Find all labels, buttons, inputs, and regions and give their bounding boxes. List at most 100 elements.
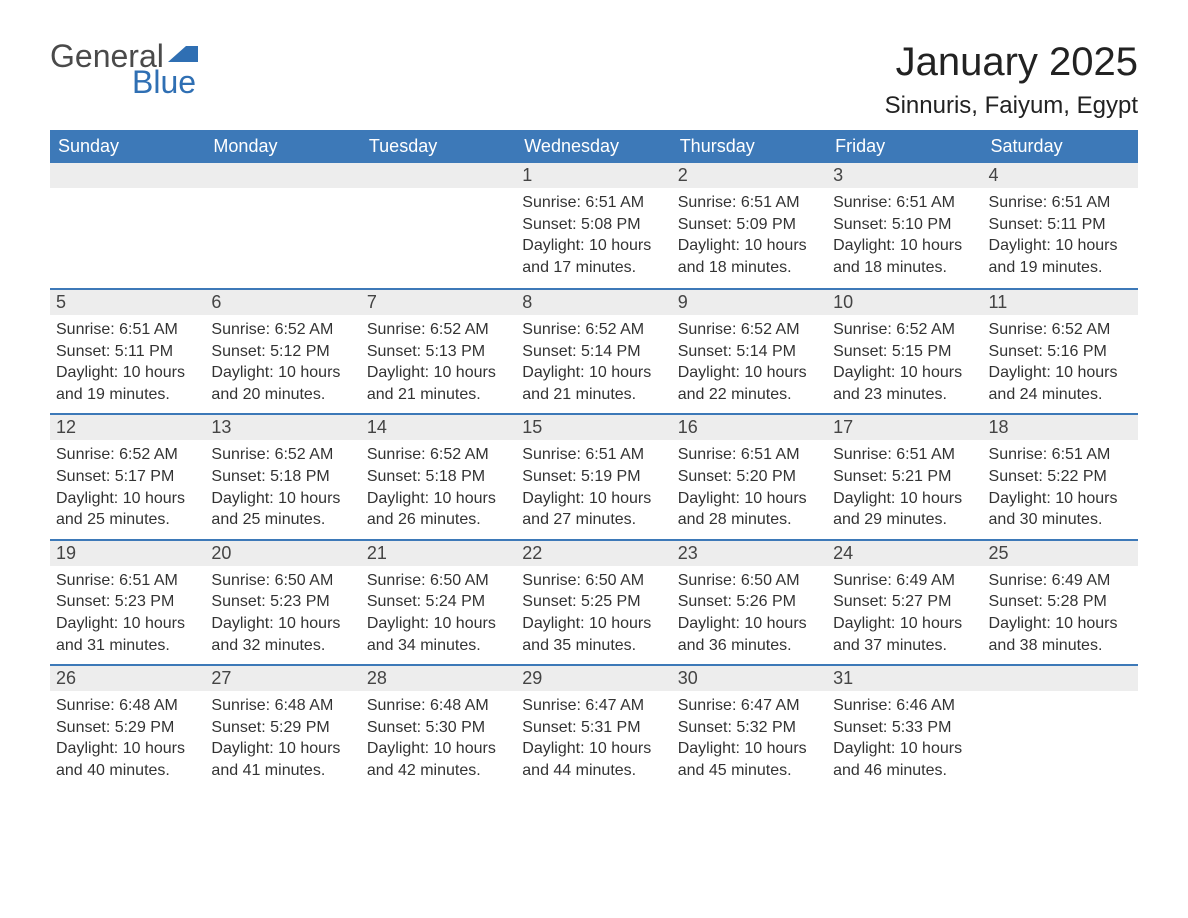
day-body: Sunrise: 6:48 AMSunset: 5:29 PMDaylight:… bbox=[205, 691, 360, 789]
dow-cell: Wednesday bbox=[516, 130, 671, 163]
day-number-bar: 9 bbox=[672, 290, 827, 315]
day-cell: 22Sunrise: 6:50 AMSunset: 5:25 PMDayligh… bbox=[516, 541, 671, 664]
daylight-label: Daylight: bbox=[367, 490, 434, 507]
daylight-line: Daylight: 10 hours and 22 minutes. bbox=[678, 362, 821, 405]
day-number-bar: 24 bbox=[827, 541, 982, 566]
day-cell: 30Sunrise: 6:47 AMSunset: 5:32 PMDayligh… bbox=[672, 666, 827, 789]
sunrise-line: Sunrise: 6:51 AM bbox=[56, 319, 199, 341]
day-number-bar: 21 bbox=[361, 541, 516, 566]
day-body: Sunrise: 6:52 AMSunset: 5:17 PMDaylight:… bbox=[50, 440, 205, 538]
sunset-line: Sunset: 5:18 PM bbox=[211, 466, 354, 488]
sunrise-line: Sunrise: 6:51 AM bbox=[833, 192, 976, 214]
sunrise-label: Sunrise: bbox=[989, 446, 1052, 463]
sunrise-line: Sunrise: 6:46 AM bbox=[833, 695, 976, 717]
sunset-value: 5:33 PM bbox=[892, 719, 952, 736]
day-body: Sunrise: 6:46 AMSunset: 5:33 PMDaylight:… bbox=[827, 691, 982, 789]
daylight-label: Daylight: bbox=[989, 364, 1056, 381]
sunset-line: Sunset: 5:26 PM bbox=[678, 591, 821, 613]
daylight-label: Daylight: bbox=[56, 615, 123, 632]
day-number-bar: 4 bbox=[983, 163, 1138, 188]
day-number-bar: 11 bbox=[983, 290, 1138, 315]
day-number-bar: 19 bbox=[50, 541, 205, 566]
sunset-value: 5:16 PM bbox=[1047, 343, 1107, 360]
daylight-label: Daylight: bbox=[522, 237, 589, 254]
day-cell: 5Sunrise: 6:51 AMSunset: 5:11 PMDaylight… bbox=[50, 290, 205, 413]
sunrise-value: 6:48 AM bbox=[275, 697, 334, 714]
sunset-value: 5:32 PM bbox=[736, 719, 796, 736]
week-row: 26Sunrise: 6:48 AMSunset: 5:29 PMDayligh… bbox=[50, 664, 1138, 789]
sunset-value: 5:25 PM bbox=[581, 593, 641, 610]
day-cell bbox=[50, 163, 205, 288]
day-body: Sunrise: 6:50 AMSunset: 5:24 PMDaylight:… bbox=[361, 566, 516, 664]
day-cell: 29Sunrise: 6:47 AMSunset: 5:31 PMDayligh… bbox=[516, 666, 671, 789]
sunset-label: Sunset: bbox=[833, 719, 892, 736]
calendar: SundayMondayTuesdayWednesdayThursdayFrid… bbox=[50, 130, 1138, 790]
day-cell: 17Sunrise: 6:51 AMSunset: 5:21 PMDayligh… bbox=[827, 415, 982, 538]
day-number-bar: 5 bbox=[50, 290, 205, 315]
daylight-line: Daylight: 10 hours and 21 minutes. bbox=[522, 362, 665, 405]
sunset-line: Sunset: 5:27 PM bbox=[833, 591, 976, 613]
sunrise-line: Sunrise: 6:51 AM bbox=[522, 444, 665, 466]
sunrise-line: Sunrise: 6:51 AM bbox=[989, 192, 1132, 214]
daylight-label: Daylight: bbox=[678, 237, 745, 254]
dow-cell: Sunday bbox=[50, 130, 205, 163]
daylight-line: Daylight: 10 hours and 18 minutes. bbox=[833, 235, 976, 278]
day-number-bar: 22 bbox=[516, 541, 671, 566]
sunrise-label: Sunrise: bbox=[56, 572, 119, 589]
daylight-line: Daylight: 10 hours and 19 minutes. bbox=[989, 235, 1132, 278]
sunset-label: Sunset: bbox=[367, 343, 426, 360]
sunset-line: Sunset: 5:19 PM bbox=[522, 466, 665, 488]
sunset-line: Sunset: 5:15 PM bbox=[833, 341, 976, 363]
daylight-label: Daylight: bbox=[833, 615, 900, 632]
sunset-label: Sunset: bbox=[678, 593, 737, 610]
sunset-label: Sunset: bbox=[678, 343, 737, 360]
sunrise-label: Sunrise: bbox=[833, 446, 896, 463]
dow-cell: Saturday bbox=[983, 130, 1138, 163]
sunset-line: Sunset: 5:29 PM bbox=[56, 717, 199, 739]
day-cell: 4 Sunrise: 6:51 AMSunset: 5:11 PMDaylight… bbox=[983, 163, 1138, 288]
daylight-label: Daylight: bbox=[211, 364, 278, 381]
sunrise-value: 6:47 AM bbox=[741, 697, 800, 714]
day-number-bar: 26 bbox=[50, 666, 205, 691]
daylight-line: Daylight: 10 hours and 29 minutes. bbox=[833, 488, 976, 531]
day-body: Sunrise: 6:52 AMSunset: 5:13 PMDaylight:… bbox=[361, 315, 516, 413]
sunset-label: Sunset: bbox=[522, 593, 581, 610]
sunrise-label: Sunrise: bbox=[211, 446, 274, 463]
sunrise-value: 6:51 AM bbox=[1052, 194, 1111, 211]
sunset-value: 5:21 PM bbox=[892, 468, 952, 485]
day-body: Sunrise: 6:52 AMSunset: 5:12 PMDaylight:… bbox=[205, 315, 360, 413]
day-cell: 23Sunrise: 6:50 AMSunset: 5:26 PMDayligh… bbox=[672, 541, 827, 664]
sunset-line: Sunset: 5:25 PM bbox=[522, 591, 665, 613]
day-body: Sunrise: 6:52 AMSunset: 5:15 PMDaylight:… bbox=[827, 315, 982, 413]
daylight-label: Daylight: bbox=[833, 364, 900, 381]
daylight-line: Daylight: 10 hours and 37 minutes. bbox=[833, 613, 976, 656]
day-cell bbox=[361, 163, 516, 288]
sunset-label: Sunset: bbox=[678, 468, 737, 485]
day-cell: 14Sunrise: 6:52 AMSunset: 5:18 PMDayligh… bbox=[361, 415, 516, 538]
location: Sinnuris, Faiyum, Egypt bbox=[885, 92, 1138, 120]
daylight-label: Daylight: bbox=[833, 490, 900, 507]
sunset-line: Sunset: 5:10 PM bbox=[833, 214, 976, 236]
day-cell: 18Sunrise: 6:51 AMSunset: 5:22 PMDayligh… bbox=[983, 415, 1138, 538]
day-number-bar: 3 bbox=[827, 163, 982, 188]
sunrise-label: Sunrise: bbox=[522, 446, 585, 463]
sunrise-value: 6:50 AM bbox=[275, 572, 334, 589]
sunrise-value: 6:50 AM bbox=[585, 572, 644, 589]
day-body: Sunrise: 6:51 AMSunset: 5:23 PMDaylight:… bbox=[50, 566, 205, 664]
sunset-value: 5:11 PM bbox=[115, 343, 173, 360]
sunset-line: Sunset: 5:24 PM bbox=[367, 591, 510, 613]
sunset-label: Sunset: bbox=[833, 593, 892, 610]
daylight-label: Daylight: bbox=[833, 237, 900, 254]
daylight-line: Daylight: 10 hours and 25 minutes. bbox=[211, 488, 354, 531]
sunset-line: Sunset: 5:14 PM bbox=[678, 341, 821, 363]
sunset-value: 5:26 PM bbox=[736, 593, 796, 610]
day-body: Sunrise: 6:51 AMSunset: 5:19 PMDaylight:… bbox=[516, 440, 671, 538]
sunset-value: 5:08 PM bbox=[581, 216, 641, 233]
sunrise-line: Sunrise: 6:50 AM bbox=[211, 570, 354, 592]
sunrise-value: 6:48 AM bbox=[119, 697, 178, 714]
daylight-line: Daylight: 10 hours and 32 minutes. bbox=[211, 613, 354, 656]
sunrise-value: 6:52 AM bbox=[585, 321, 644, 338]
sunset-line: Sunset: 5:11 PM bbox=[989, 214, 1132, 236]
sunset-line: Sunset: 5:13 PM bbox=[367, 341, 510, 363]
daylight-line: Daylight: 10 hours and 17 minutes. bbox=[522, 235, 665, 278]
